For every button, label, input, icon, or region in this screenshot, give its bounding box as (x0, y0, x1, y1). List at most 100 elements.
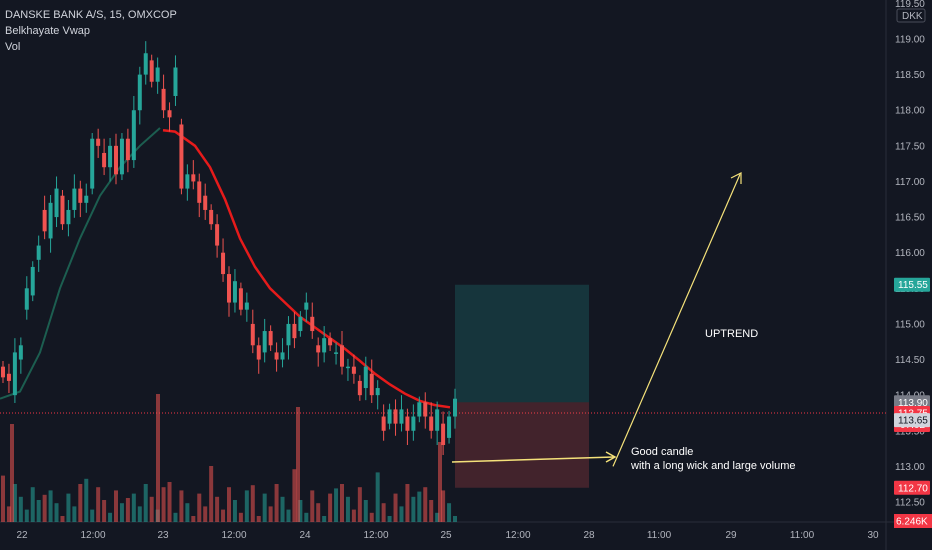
candle-body (381, 416, 386, 431)
volume-bar (286, 509, 291, 522)
note-arrow (451, 456, 615, 463)
time-tick-label: 29 (725, 530, 737, 541)
candle-body (173, 67, 178, 96)
candle (310, 302, 315, 339)
candle (30, 261, 35, 302)
volume-last-label: 6.246K (894, 514, 932, 528)
volume-bar (334, 488, 339, 522)
profit-zone (455, 284, 589, 403)
candle-body (316, 345, 321, 353)
candle (244, 292, 249, 322)
candle (453, 388, 457, 429)
volume-bar (441, 490, 446, 522)
volume-bar (369, 512, 374, 522)
candle (274, 342, 279, 372)
volume-bar (221, 509, 226, 522)
volume-bar (203, 506, 208, 522)
time-tick-label: 12:00 (80, 530, 105, 541)
volume-bar (298, 500, 303, 522)
candle (60, 190, 65, 230)
time-tick-label: 30 (867, 530, 879, 541)
volume-bar (375, 472, 380, 522)
candle-body (435, 409, 440, 431)
candle (215, 214, 220, 258)
price-tick-label: 117.00 (895, 177, 925, 188)
candle-body (334, 352, 339, 354)
volume-bar (1, 475, 5, 522)
candle (417, 396, 422, 423)
candle (340, 331, 344, 375)
volume-bar (209, 466, 214, 522)
position-box[interactable] (455, 284, 589, 488)
candle-body (405, 416, 410, 431)
price-label-box (894, 277, 930, 292)
chart-legend: DANSKE BANK A/S, 15, OMXCOP Belkhayate V… (5, 7, 177, 55)
time-tick-label: 12:00 (221, 530, 246, 541)
candle (6, 363, 11, 394)
candle-body (256, 345, 261, 360)
candle-body (42, 209, 47, 232)
candle (262, 318, 267, 363)
volume-bar (381, 503, 386, 522)
volume-bar (262, 493, 267, 522)
candle (316, 337, 321, 367)
candle-body (24, 288, 29, 310)
candle-body (411, 416, 416, 431)
candle (179, 118, 184, 195)
volume-bar (131, 493, 136, 522)
volume-label[interactable]: Vol (5, 41, 21, 53)
candle-body (18, 345, 23, 360)
volume-bar (12, 484, 17, 522)
candle (173, 55, 178, 106)
candle-body (447, 416, 452, 438)
volume-bar (156, 394, 160, 522)
price-axis-label: 113.65 (894, 413, 930, 428)
candle (381, 404, 386, 441)
volume-bar (274, 484, 279, 522)
price-label-box (894, 413, 930, 428)
candle-body (215, 224, 220, 246)
candle (90, 133, 95, 195)
indicator-label[interactable]: Belkhayate Vwap (5, 25, 90, 37)
volume-bar (232, 500, 237, 522)
candle-body (30, 266, 35, 296)
candle-body (292, 323, 297, 339)
candle (227, 266, 231, 317)
candle-body (232, 281, 237, 303)
currency-label: DKK (902, 11, 923, 22)
candle-body (149, 60, 154, 82)
candle-body (84, 195, 89, 203)
time-axis-ticks: 22 12:00 23 12:00 24 12:00 25 12:00 28 11:00 29 11:… (16, 530, 879, 541)
candle-body (280, 352, 285, 360)
candle (292, 311, 297, 349)
volume-label-box (894, 514, 932, 528)
candle (36, 235, 41, 272)
candle-body (357, 380, 362, 396)
candle (232, 269, 237, 313)
volume-bar (345, 496, 350, 522)
volume-bar (435, 512, 440, 522)
volume-bar (96, 487, 101, 522)
candle (24, 276, 29, 320)
candle-body (340, 345, 344, 367)
volume-bar (429, 500, 434, 522)
candle (54, 176, 59, 228)
candle (328, 332, 333, 351)
candle (221, 238, 226, 282)
candle (137, 66, 142, 125)
volume-bar (42, 494, 47, 522)
volume-bar (357, 487, 362, 522)
drawings[interactable]: UPTREND Good candle with a long wick and l… (451, 172, 795, 472)
candle (102, 138, 107, 176)
time-tick-label: 12:00 (505, 530, 530, 541)
candle (369, 359, 374, 403)
candle-body (298, 316, 303, 332)
candle-body (274, 352, 279, 360)
volume-bar (78, 484, 83, 522)
volume-bar (447, 503, 452, 522)
volume-bar (72, 506, 77, 522)
volume-bar (6, 506, 11, 522)
symbol-title[interactable]: DANSKE BANK A/S, 15, OMXCOP (5, 9, 177, 21)
